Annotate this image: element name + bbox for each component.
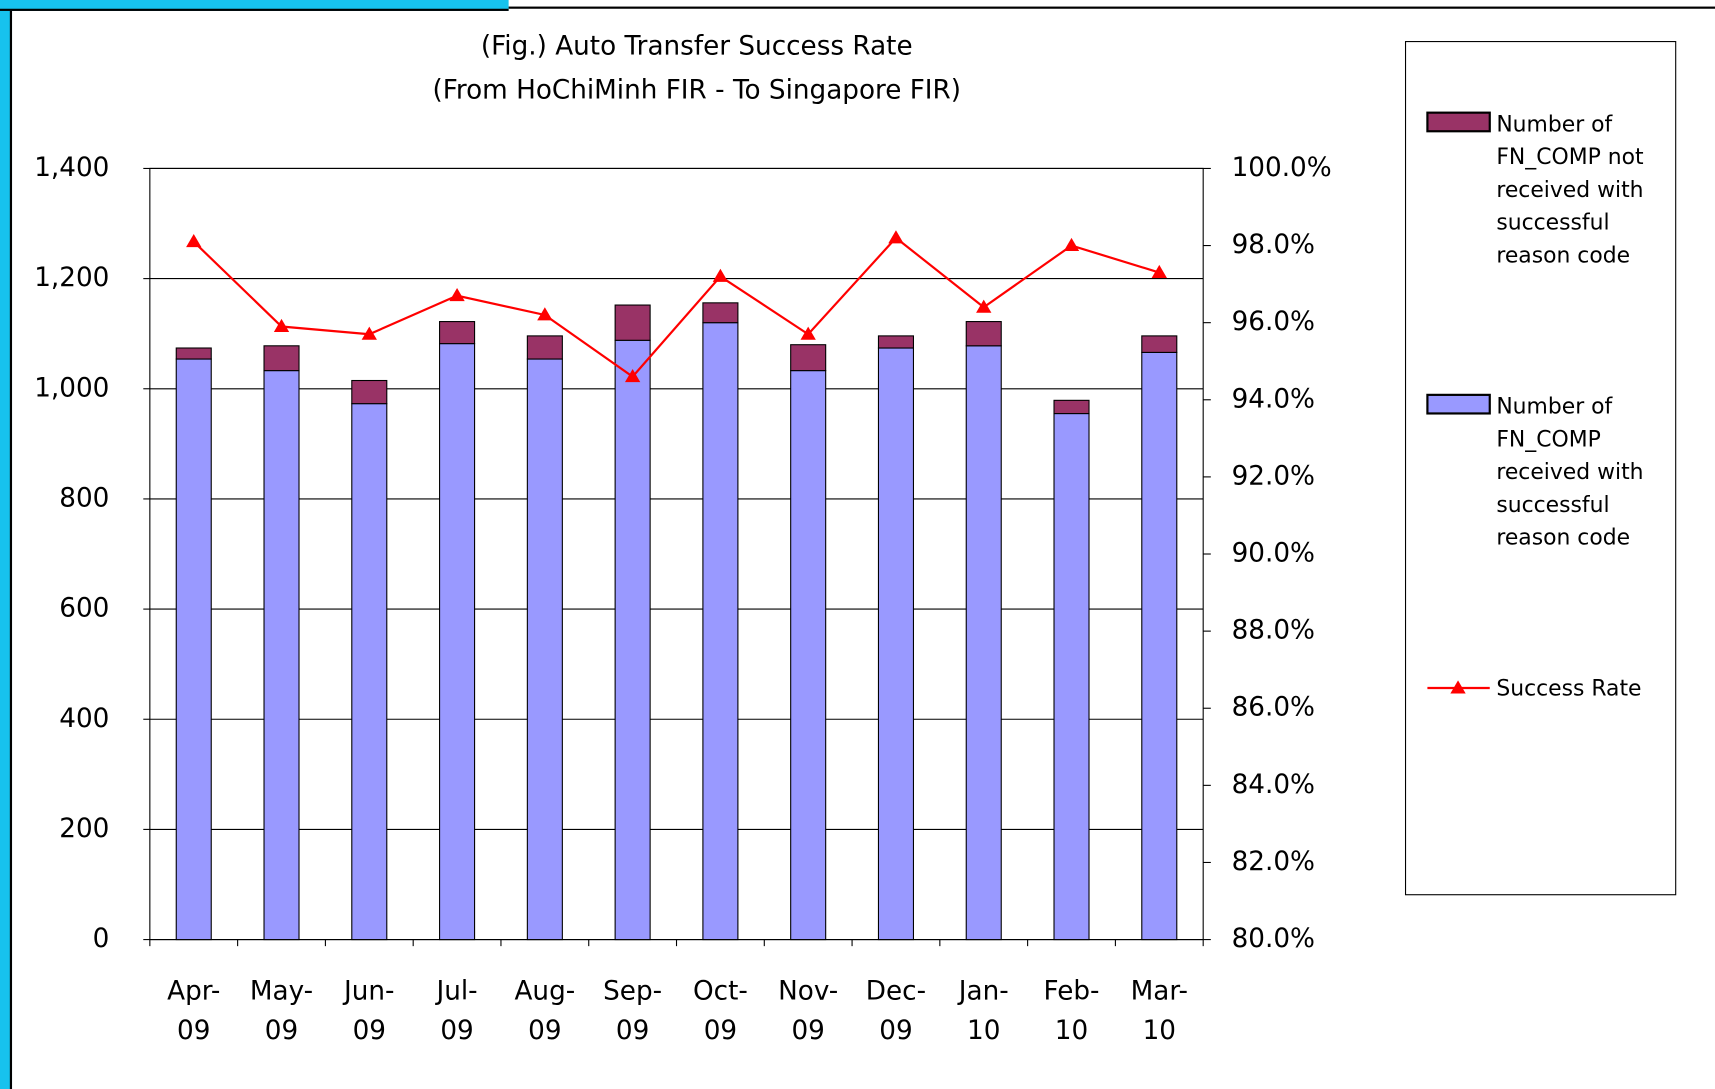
bar [176,359,211,940]
bar [440,322,475,344]
bar [176,348,211,359]
y2-tick-label: 92.0% [1232,461,1315,491]
bar [615,305,650,340]
bar [1142,352,1177,939]
y2-tick-label: 90.0% [1232,539,1315,569]
x-tick-label: Mar- 10 [1116,971,1204,1050]
y2-tick-label: 100.0% [1232,153,1332,183]
bar [791,371,826,940]
bar [440,344,475,940]
x-tick-label: Apr- 09 [150,971,238,1050]
y-tick-label: 1,200 [34,263,109,293]
bar [703,303,738,323]
x-tick-label: Nov- 09 [764,971,852,1050]
line-marker [888,230,903,243]
legend-swatch [1427,395,1489,414]
plot-area [150,168,1203,939]
x-tick-label: Sep- 09 [589,971,677,1050]
y2-tick-label: 88.0% [1232,616,1315,646]
x-tick-label: Aug- 09 [501,971,589,1050]
x-tick-label: Jun- 09 [326,971,414,1050]
bar [703,323,738,940]
line [194,238,1160,377]
x-tick-label: Jan- 10 [940,971,1028,1050]
legend-label: Number of FN_COMP received with successf… [1496,389,1671,553]
y2-tick-label: 82.0% [1232,847,1315,877]
bar [791,345,826,371]
x-tick-label: Oct- 09 [677,971,765,1050]
y2-tick-label: 86.0% [1232,693,1315,723]
y2-tick-label: 96.0% [1232,307,1315,337]
bar [352,404,387,940]
legend-label: Number of FN_COMP not received with succ… [1496,107,1671,271]
line-marker [713,269,728,282]
x-tick-label: Dec- 09 [852,971,940,1050]
y-tick-label: 1,000 [34,373,109,403]
bar [264,346,299,371]
line-marker [976,300,991,313]
legend-swatch [1427,113,1489,132]
y-tick-label: 1,400 [34,153,109,183]
chart: 0 200 400 600 800 1,000 1,200 1,400 80.0% 82.0% 84… [0,0,1715,1089]
bar [264,371,299,940]
line-marker [186,234,201,247]
y-tick-label: 800 [59,483,109,513]
y-tick-label: 200 [59,814,109,844]
x-tick-label: Jul- 09 [413,971,501,1050]
y-tick-label: 0 [93,924,110,954]
y2-tick-label: 84.0% [1232,770,1315,800]
line-marker [1064,238,1079,251]
bar [1054,400,1089,413]
bar [352,381,387,404]
y-tick-label: 600 [59,594,109,624]
bar [878,348,913,940]
bar [966,322,1001,346]
y2-tick-label: 94.0% [1232,384,1315,414]
x-tick-label: May- 09 [238,971,326,1050]
bar [527,336,562,359]
bar [966,346,1001,940]
y-tick-label: 400 [59,704,109,734]
stage: (Fig.) Auto Transfer Success Rate (From … [0,0,1715,1089]
y2-tick-label: 80.0% [1232,924,1315,954]
bar [615,340,650,939]
legend-label: Success Rate [1496,672,1671,705]
line-marker [449,288,464,301]
bar [1054,414,1089,940]
bar [878,336,913,348]
x-tick-label: Feb- 10 [1028,971,1116,1050]
bar [1142,336,1177,353]
bar [527,359,562,940]
y2-tick-label: 98.0% [1232,230,1315,260]
